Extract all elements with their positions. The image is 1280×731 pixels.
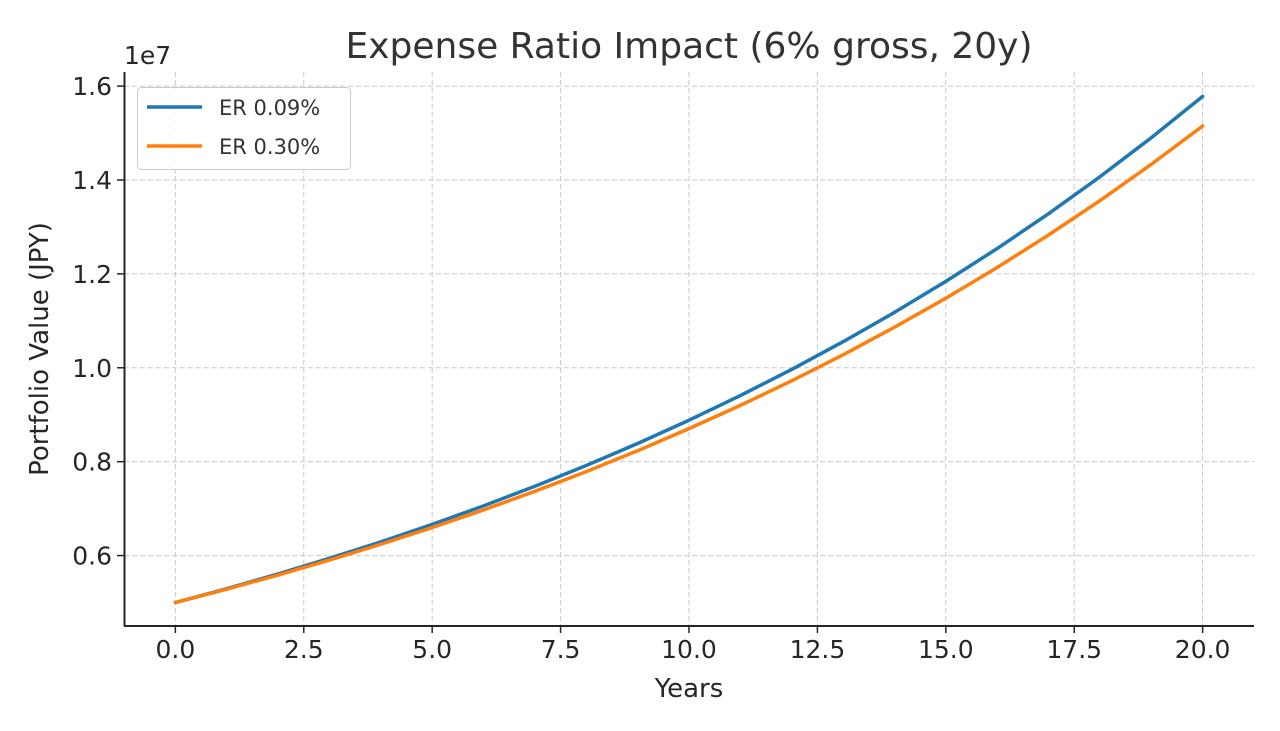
y-tick-label: 1.2 bbox=[72, 260, 112, 289]
y-tick-label: 1.4 bbox=[72, 166, 112, 195]
legend-label-er-0-30: ER 0.30% bbox=[219, 135, 320, 159]
y-offset-label: 1e7 bbox=[124, 41, 171, 70]
x-ticks: 0.0 2.5 5.0 7.5 10.0 12.5 15.0 17.5 20.0 bbox=[155, 626, 1230, 664]
x-tick-label: 20.0 bbox=[1175, 635, 1231, 664]
legend: ER 0.09% ER 0.30% bbox=[137, 87, 351, 170]
x-tick-label: 7.5 bbox=[541, 635, 581, 664]
x-tick-label: 12.5 bbox=[790, 635, 846, 664]
series-line-er-0-09 bbox=[173, 94, 1205, 605]
x-tick-label: 15.0 bbox=[918, 635, 974, 664]
y-tick-label: 0.8 bbox=[72, 448, 112, 477]
y-ticks: 0.6 0.8 1.0 1.2 1.4 1.6 bbox=[72, 72, 124, 571]
series-line-er-0-30 bbox=[173, 124, 1205, 605]
x-tick-label: 0.0 bbox=[155, 635, 195, 664]
x-tick-label: 10.0 bbox=[661, 635, 717, 664]
y-tick-label: 0.6 bbox=[72, 542, 112, 571]
grid bbox=[124, 72, 1254, 626]
y-tick-label: 1.0 bbox=[72, 354, 112, 383]
x-axis-title: Years bbox=[654, 674, 724, 704]
series-lines bbox=[173, 94, 1205, 605]
legend-label-er-0-09: ER 0.09% bbox=[219, 96, 320, 120]
x-tick-label: 5.0 bbox=[412, 635, 452, 664]
x-tick-label: 17.5 bbox=[1046, 635, 1102, 664]
y-axis-title: Portfolio Value (JPY) bbox=[25, 222, 55, 476]
x-tick-label: 2.5 bbox=[284, 635, 324, 664]
chart-title: Expense Ratio Impact (6% gross, 20y) bbox=[345, 26, 1032, 67]
y-tick-label: 1.6 bbox=[72, 72, 112, 101]
